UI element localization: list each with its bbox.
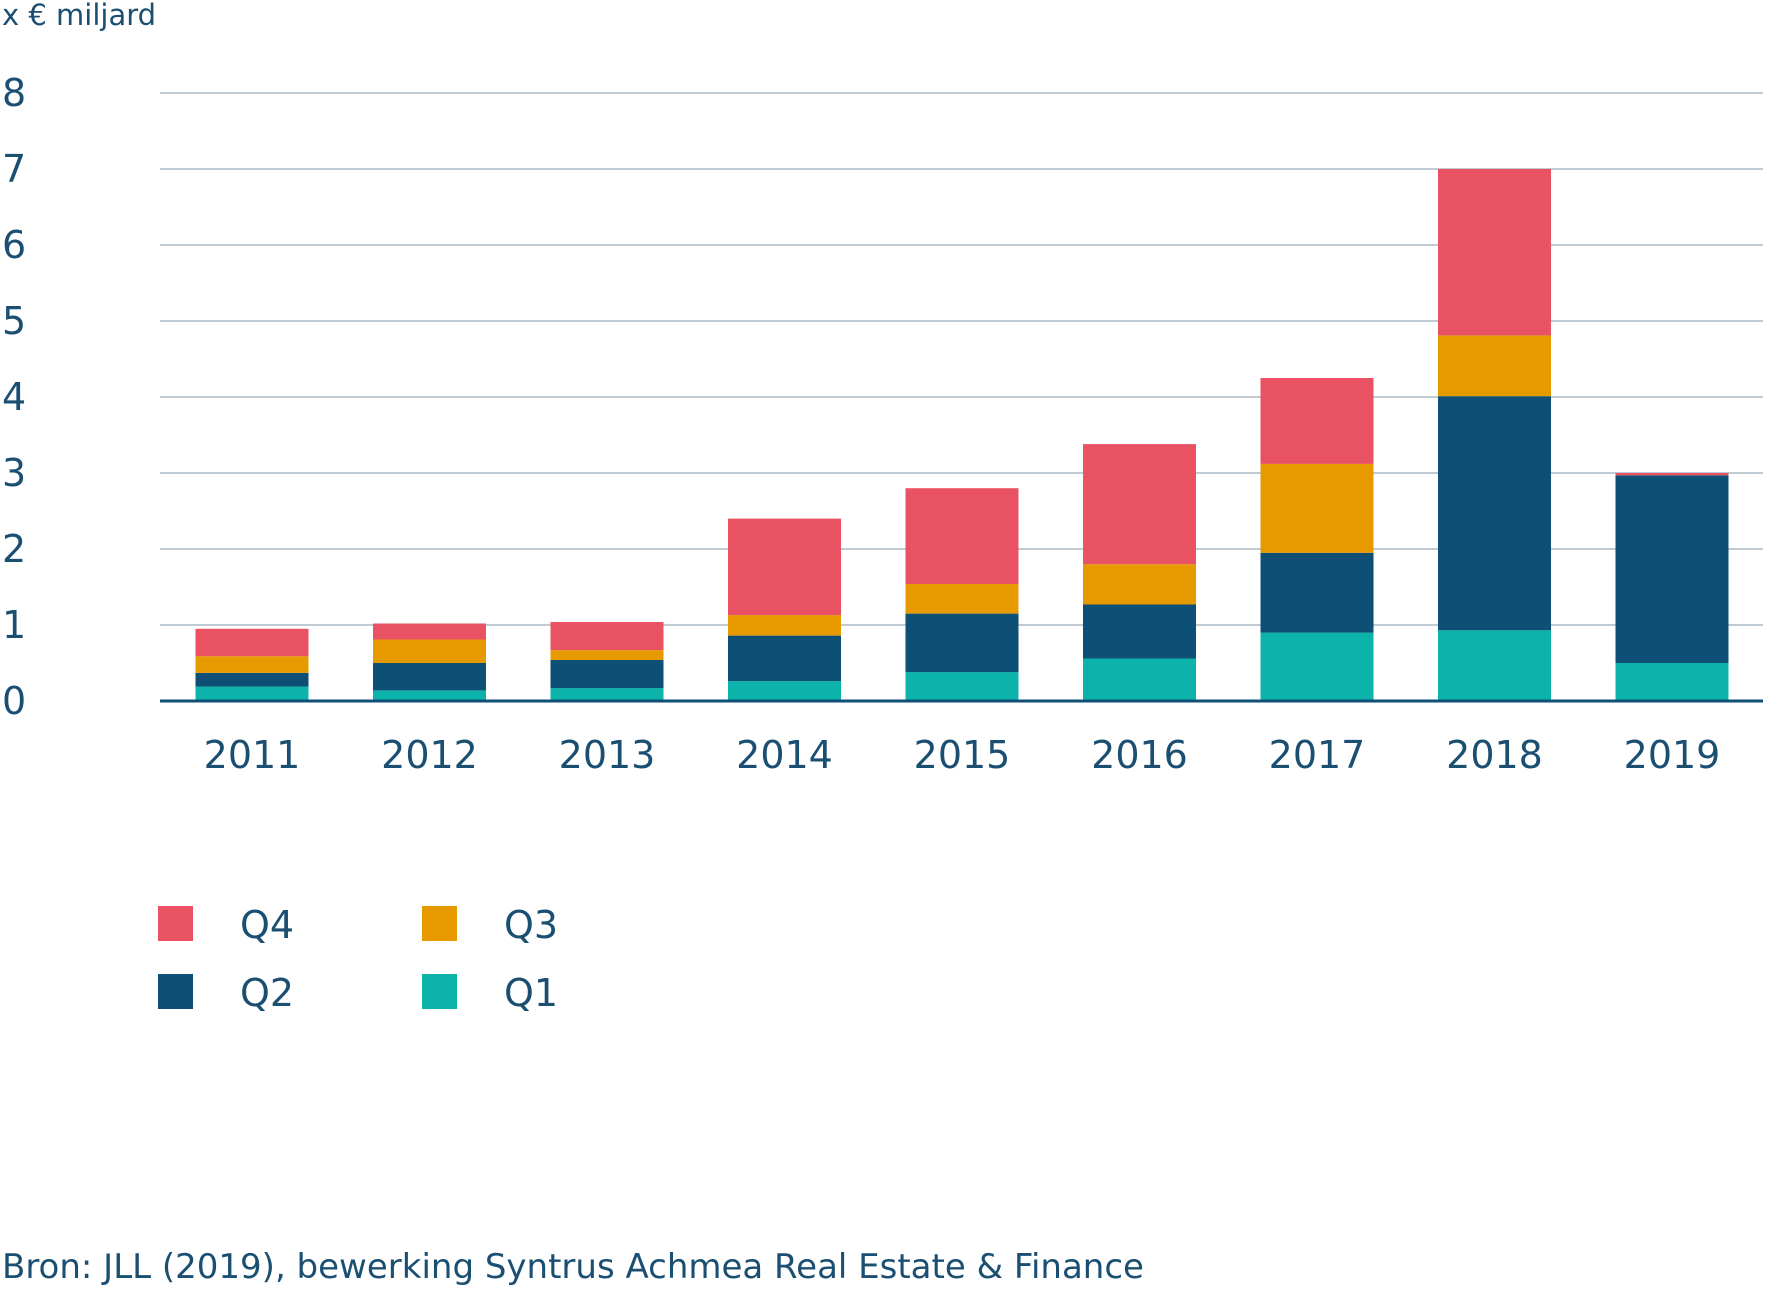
x-tick-2018: 2018 — [1446, 733, 1543, 777]
x-tick-2011: 2011 — [204, 733, 301, 777]
bar-2013-q3 — [550, 650, 664, 660]
bar-2019-q4 — [1615, 473, 1729, 476]
y-tick-2: 2 — [2, 527, 26, 571]
bar-2016-q1 — [1083, 658, 1196, 701]
y-axis-unit-label: x € miljard — [2, 0, 156, 32]
legend-label-q1: Q1 — [504, 971, 558, 1015]
y-tick-8: 8 — [2, 71, 26, 115]
y-tick-3: 3 — [2, 451, 26, 495]
legend-label-q3: Q3 — [504, 903, 558, 947]
legend-label-q2: Q2 — [240, 971, 294, 1015]
legend-swatch-q3 — [422, 906, 457, 941]
bar-2018-q3 — [1438, 335, 1551, 397]
y-tick-0: 0 — [2, 679, 26, 723]
x-tick-2015: 2015 — [914, 733, 1011, 777]
y-tick-6: 6 — [2, 223, 26, 267]
bar-2016-q2 — [1083, 604, 1196, 659]
x-tick-2014: 2014 — [736, 733, 833, 777]
y-tick-7: 7 — [2, 147, 26, 191]
y-tick-4: 4 — [2, 375, 26, 419]
bar-2014-q4 — [728, 518, 841, 616]
y-axis-ticks: 0 1 2 3 4 5 6 7 8 — [2, 71, 26, 723]
bar-2017-q4 — [1260, 378, 1374, 464]
bar-2016-q4 — [1083, 444, 1196, 565]
bar-2018-q4 — [1438, 169, 1551, 336]
bar-2012-q1 — [373, 690, 486, 701]
legend: Q4 Q2 Q3 Q1 — [158, 903, 558, 1015]
bar-2014-q3 — [728, 615, 841, 636]
y-tick-1: 1 — [2, 603, 26, 647]
bar-2011-q4 — [195, 628, 309, 657]
gridlines — [160, 92, 1763, 626]
x-axis-ticks: 2011 2012 2013 2014 2015 2016 2017 2018 2019 — [204, 733, 1721, 777]
source-note: Bron: JLL (2019), bewerking Syntrus Achm… — [2, 1247, 1144, 1287]
bar-2015-q1 — [905, 672, 1019, 701]
bar-2019-q2 — [1615, 475, 1729, 663]
bar-2013-q2 — [550, 660, 664, 689]
bar-2011-q1 — [195, 686, 309, 701]
x-tick-2019: 2019 — [1624, 733, 1721, 777]
bar-2017-q3 — [1260, 463, 1374, 553]
y-tick-5: 5 — [2, 299, 26, 343]
bar-2011-q3 — [195, 656, 309, 673]
bar-2012-q4 — [373, 623, 486, 640]
bar-2012-q3 — [373, 639, 486, 663]
bar-2015-q4 — [905, 488, 1019, 584]
x-tick-2013: 2013 — [559, 733, 656, 777]
legend-swatch-q2 — [158, 974, 193, 1009]
bar-2013-q4 — [550, 622, 664, 651]
bar-2012-q2 — [373, 663, 486, 691]
bar-2013-q1 — [550, 688, 664, 701]
bar-2018-q2 — [1438, 396, 1551, 631]
bar-2015-q2 — [905, 613, 1019, 673]
legend-label-q4: Q4 — [240, 903, 294, 947]
x-tick-2012: 2012 — [381, 733, 478, 777]
bar-2016-q3 — [1083, 564, 1196, 605]
legend-swatch-q1 — [422, 974, 457, 1009]
bar-2019-q1 — [1615, 663, 1729, 701]
bar-2017-q1 — [1260, 632, 1374, 701]
legend-swatch-q4 — [158, 906, 193, 941]
x-tick-2017: 2017 — [1269, 733, 1366, 777]
bar-2011-q2 — [195, 672, 309, 687]
bar-2014-q1 — [728, 681, 841, 701]
x-tick-2016: 2016 — [1091, 733, 1188, 777]
bar-2014-q2 — [728, 635, 841, 682]
bar-2015-q3 — [905, 584, 1019, 614]
bars — [195, 169, 1729, 701]
bar-2018-q1 — [1438, 630, 1551, 701]
bar-2017-q2 — [1260, 552, 1374, 633]
